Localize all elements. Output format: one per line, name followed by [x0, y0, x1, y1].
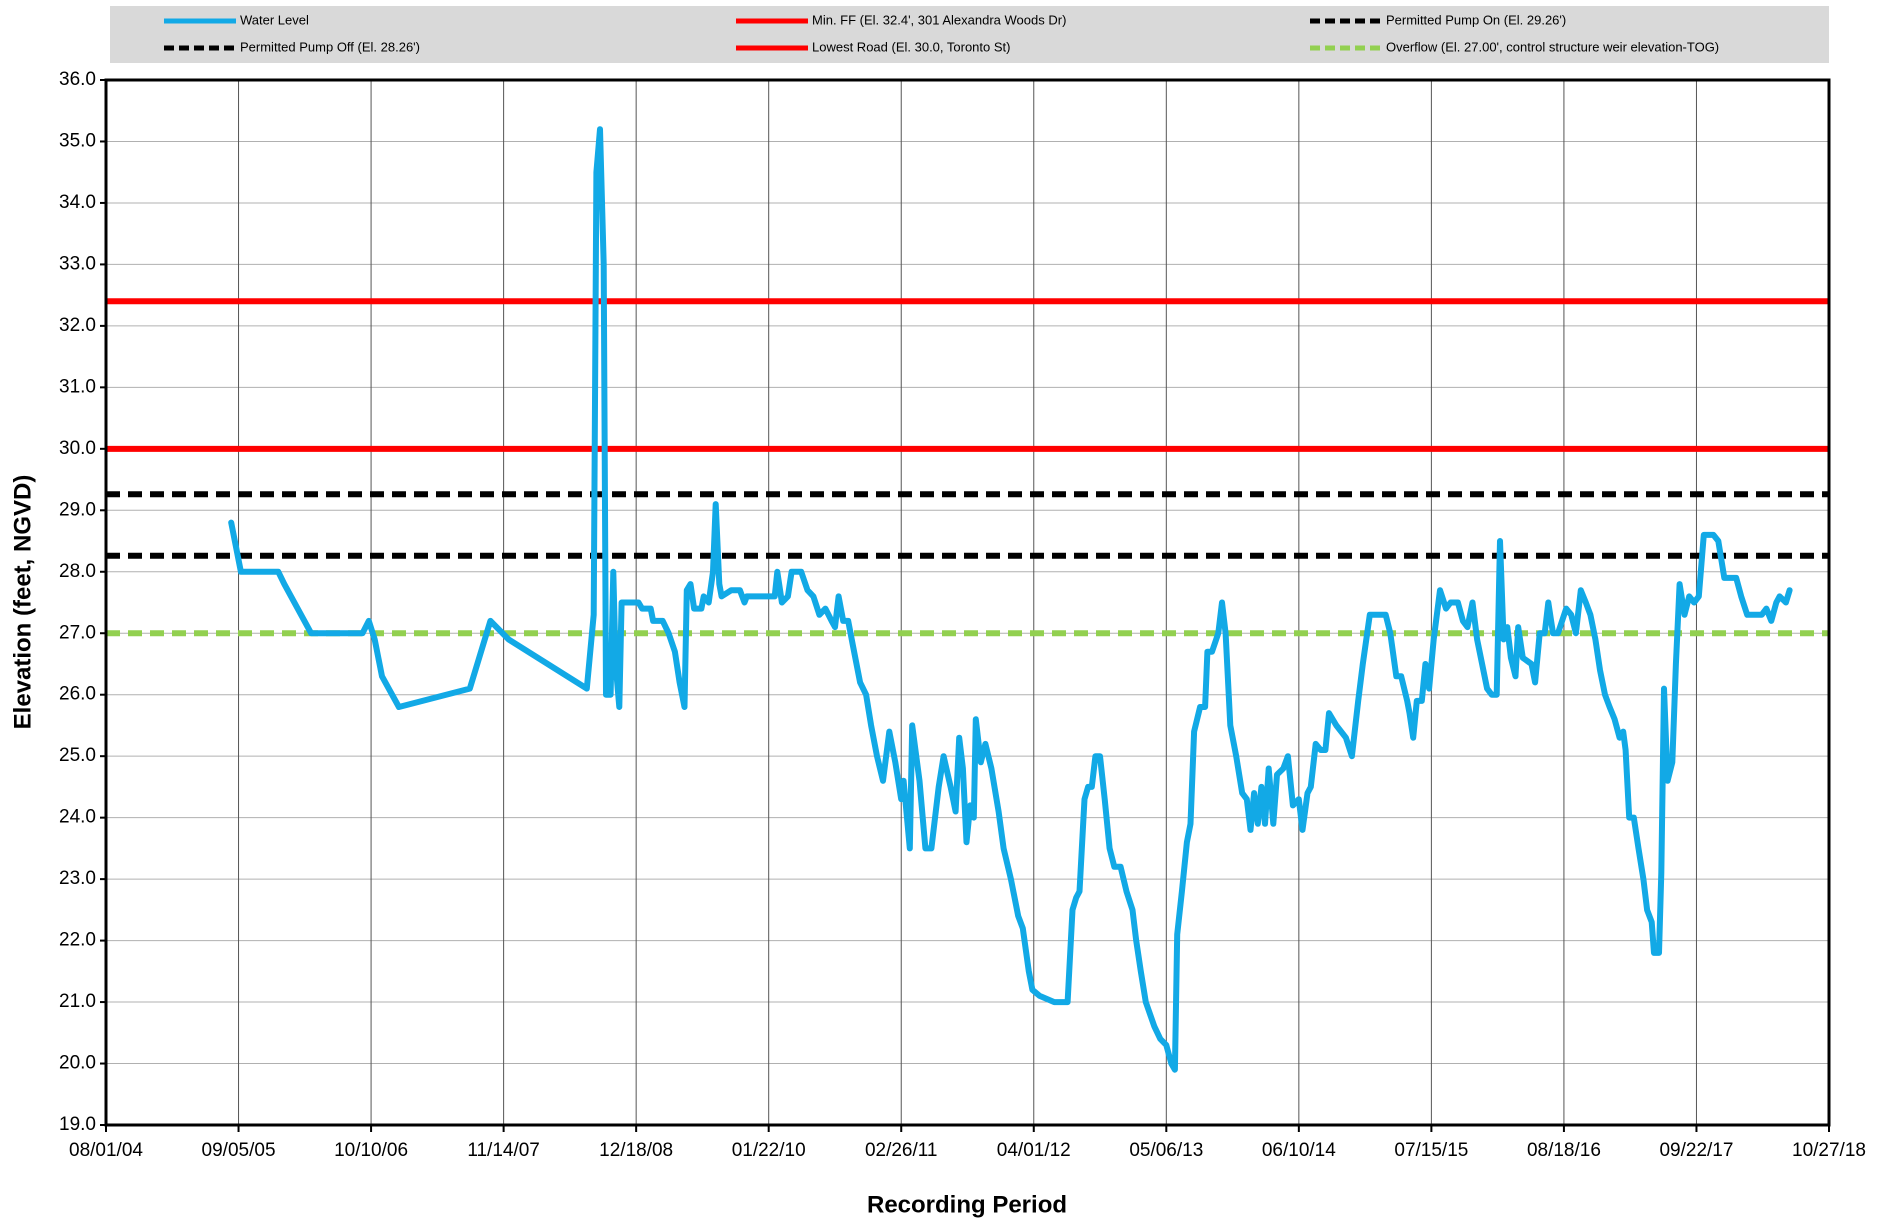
- x-tick-label: 08/18/16: [1527, 1140, 1601, 1161]
- legend-label: Permitted Pump Off (El. 28.26'): [240, 39, 420, 54]
- legend-label: Water Level: [240, 12, 309, 27]
- y-tick-label: 32.0: [59, 315, 96, 336]
- y-tick-label: 27.0: [59, 622, 96, 643]
- x-tick-label: 08/01/04: [69, 1140, 143, 1161]
- y-tick-label: 24.0: [59, 807, 96, 828]
- data-line: [228, 126, 1793, 1073]
- x-tick-label: 02/26/11: [865, 1140, 938, 1161]
- y-tick-label: 25.0: [59, 745, 96, 766]
- y-tick-label: 36.0: [59, 69, 96, 90]
- x-tick-label: 10/10/06: [334, 1140, 408, 1161]
- y-tick-label: 33.0: [59, 253, 96, 274]
- x-axis-title: Recording Period: [867, 1191, 1067, 1218]
- y-tick-label: 21.0: [59, 991, 96, 1012]
- y-tick-label: 34.0: [59, 192, 96, 213]
- y-tick-label: 29.0: [59, 499, 96, 520]
- x-tick-label: 11/14/07: [467, 1140, 540, 1161]
- x-tick-label: 01/22/10: [732, 1140, 806, 1161]
- legend-label: Min. FF (El. 32.4', 301 Alexandra Woods …: [812, 12, 1066, 27]
- y-tick-label: 26.0: [59, 684, 96, 705]
- y-tick-label: 28.0: [59, 561, 96, 582]
- y-axis-title: Elevation (feet, NGVD): [9, 475, 36, 730]
- x-tick-label: 04/01/12: [997, 1140, 1071, 1161]
- x-tick-label: 07/15/15: [1394, 1140, 1468, 1161]
- x-tick-label: 06/10/14: [1262, 1140, 1336, 1161]
- x-tick-label: 05/06/13: [1129, 1140, 1203, 1161]
- legend-label: Overflow (El. 27.00', control structure …: [1386, 39, 1719, 54]
- y-tick-label: 31.0: [59, 376, 96, 397]
- y-tick-label: 22.0: [59, 930, 96, 951]
- y-tick-label: 35.0: [59, 130, 96, 151]
- x-tick-label: 10/27/18: [1792, 1140, 1866, 1161]
- plot-border: [104, 78, 1831, 1127]
- legend-box: [110, 6, 1829, 63]
- x-tick-label: 09/22/17: [1659, 1140, 1733, 1161]
- legend-label: Permitted Pump On (El. 29.26'): [1386, 12, 1566, 27]
- y-tick-label: 20.0: [59, 1053, 96, 1074]
- y-tick-label: 23.0: [59, 868, 96, 889]
- legend-label: Lowest Road (El. 30.0, Toronto St): [812, 39, 1010, 54]
- y-tick-label: 19.0: [59, 1114, 96, 1135]
- x-tick-label: 09/05/05: [202, 1140, 276, 1161]
- y-tick-label: 30.0: [59, 438, 96, 459]
- x-tick-label: 12/18/08: [599, 1140, 673, 1161]
